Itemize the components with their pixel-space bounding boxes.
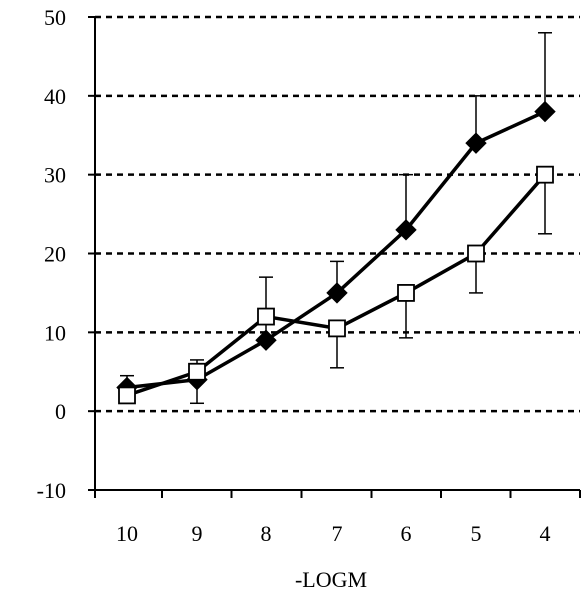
y-tick-label: 30 [44, 163, 66, 188]
x-tick-label: 10 [116, 521, 138, 546]
square-marker [257, 307, 275, 326]
diamond-marker [255, 329, 277, 351]
x-tick-label: 6 [401, 521, 412, 546]
square-marker [118, 386, 136, 405]
y-tick-label: 50 [44, 5, 66, 30]
diamond-marker [395, 219, 417, 241]
x-tick-label: 5 [471, 521, 482, 546]
x-tick-label: 4 [540, 521, 551, 546]
axes [88, 16, 581, 498]
square-marker [536, 165, 554, 184]
x-tick-label: 9 [192, 521, 203, 546]
diamond-marker [534, 100, 556, 123]
series [116, 32, 556, 405]
diamond-marker [326, 282, 348, 304]
y-tick-label: -10 [37, 478, 66, 503]
x-tick-label: 7 [332, 521, 343, 546]
square-marker [188, 362, 206, 381]
square-marker [328, 319, 346, 338]
square-marker [467, 244, 485, 263]
diamond-marker [465, 132, 487, 154]
y-tick-label: 20 [44, 242, 66, 267]
y-tick-label: 0 [55, 399, 66, 424]
square-marker [397, 284, 415, 302]
series-1 [116, 32, 556, 399]
series-2 [118, 165, 554, 405]
y-tick-label: 40 [44, 84, 66, 109]
y-tick-labels: -10 0 10 20 30 40 50 [37, 5, 66, 503]
x-tick-label: 8 [261, 521, 272, 546]
y-tick-label: 10 [44, 320, 66, 345]
x-axis-title: -LOGM [295, 567, 367, 592]
x-tick-labels: 10 9 8 7 6 5 4 [116, 521, 551, 546]
